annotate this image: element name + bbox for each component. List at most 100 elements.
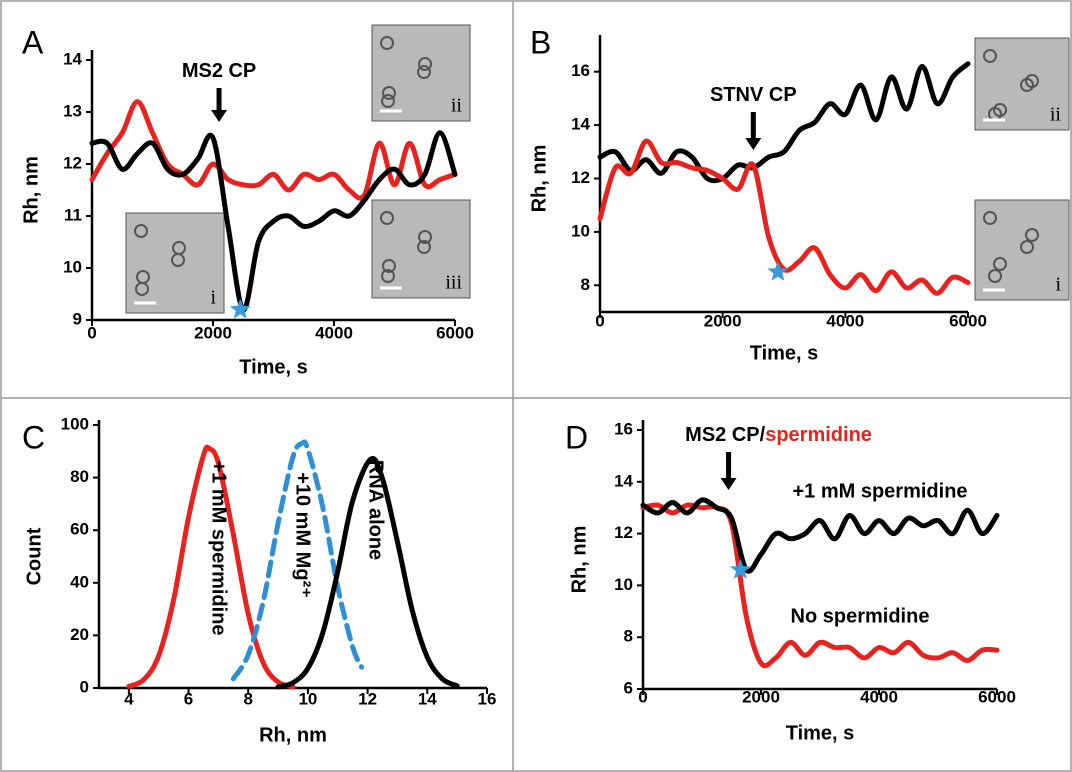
x-tick-label: 6000 [949, 311, 987, 330]
particle [1025, 74, 1039, 88]
y-axis-label: Count [23, 527, 45, 585]
arrow-head [745, 138, 762, 150]
particle [1020, 240, 1034, 254]
particle [418, 57, 432, 71]
panel-letter: C [22, 419, 45, 455]
x-tick-label: 14 [418, 689, 437, 708]
series-line [230, 439, 365, 682]
particle [417, 240, 431, 254]
inset-label: ii [451, 95, 463, 117]
inset-label: ii [1050, 104, 1062, 126]
particle [134, 224, 148, 238]
particle [417, 65, 431, 79]
y-tick-label: 20 [70, 625, 89, 644]
y-tick-label: 10 [614, 575, 633, 594]
particle [993, 257, 1007, 271]
particle [983, 49, 997, 63]
x-tick-label: 6000 [978, 687, 1016, 706]
x-axis-label: Time, s [786, 722, 855, 744]
inset-image [125, 212, 225, 314]
star-marker [229, 298, 251, 319]
series-label: RNA alone [365, 460, 387, 560]
series-line [89, 99, 458, 201]
x-tick-label: 4000 [860, 687, 898, 706]
series-line [126, 444, 296, 690]
arrow-head [720, 478, 737, 490]
panel-letter: D [565, 419, 588, 455]
particle [983, 211, 997, 225]
y-tick-label: 8 [624, 627, 633, 646]
x-tick-label: 8 [243, 689, 252, 708]
inset-label: i [210, 287, 216, 309]
annotation-text: STNV CP [710, 84, 797, 106]
x-tick-label: 2000 [194, 323, 232, 342]
panel-letter: B [530, 24, 551, 60]
y-tick-label: 16 [571, 61, 590, 80]
annotation-text: MS2 CP/ [685, 424, 765, 446]
annotation: MS2 CP/spermidine [685, 424, 872, 446]
x-tick-label: 4000 [826, 311, 864, 330]
annotation: MS2 CP [182, 60, 256, 82]
y-axis-label: Rh, nm [528, 145, 550, 213]
series-line [89, 130, 458, 313]
y-tick-label: 11 [64, 205, 82, 224]
x-tick-label: 6000 [436, 323, 474, 342]
particle [988, 269, 1002, 283]
inset-label: iii [445, 272, 462, 294]
x-tick-label: 4 [124, 689, 134, 708]
particle [382, 259, 396, 273]
y-axis-label: Rh, nm [568, 526, 590, 594]
particle [381, 94, 395, 108]
x-tick-label: 2000 [742, 687, 780, 706]
particle [136, 270, 150, 284]
y-tick-label: 100 [61, 414, 89, 433]
x-tick-label: 16 [478, 689, 497, 708]
y-tick-label: 80 [70, 467, 89, 486]
annotation-text: MS2 CP [182, 60, 256, 82]
particle [380, 211, 394, 225]
y-tick-label: 10 [571, 221, 590, 240]
x-tick-label: 2000 [704, 311, 742, 330]
arrow-head [211, 110, 228, 122]
star-marker [767, 260, 789, 281]
series-line [275, 455, 460, 690]
particle [172, 241, 186, 255]
y-tick-label: 14 [614, 471, 633, 490]
x-tick-label: 0 [638, 687, 647, 706]
annotation: STNV CP [710, 84, 797, 106]
y-tick-label: 14 [63, 49, 82, 68]
particle [993, 103, 1007, 117]
series-label: +1 mM spermidine [792, 480, 967, 502]
particle [380, 36, 394, 50]
x-tick-label: 4000 [315, 323, 353, 342]
inset-image [371, 24, 471, 122]
y-tick-label: 13 [63, 101, 82, 120]
particle [1025, 228, 1039, 242]
y-tick-label: 40 [70, 572, 89, 591]
star-marker [729, 558, 751, 579]
x-axis-label: Rh, nm [259, 724, 327, 746]
x-tick-label: 0 [87, 323, 96, 342]
particle [382, 86, 396, 100]
series-line [640, 497, 1000, 574]
y-tick-label: 10 [63, 257, 82, 276]
series-label: +1 mM spermidine [208, 460, 230, 635]
x-axis-label: Time, s [750, 342, 819, 364]
annotation-text: spermidine [765, 424, 872, 446]
x-tick-label: 10 [298, 689, 317, 708]
inset-label: i [1055, 274, 1061, 296]
x-axis-label: Time, s [239, 356, 308, 378]
y-tick-label: 0 [80, 677, 89, 696]
y-tick-label: 16 [614, 419, 633, 438]
panel-letter: A [22, 24, 44, 60]
y-tick-label: 12 [614, 523, 633, 542]
x-tick-label: 12 [358, 689, 377, 708]
particle [418, 230, 432, 244]
y-tick-label: 60 [70, 520, 89, 539]
series-line [597, 61, 971, 184]
y-tick-label: 9 [73, 309, 82, 328]
y-tick-label: 6 [624, 678, 633, 697]
x-tick-label: 6 [184, 689, 193, 708]
